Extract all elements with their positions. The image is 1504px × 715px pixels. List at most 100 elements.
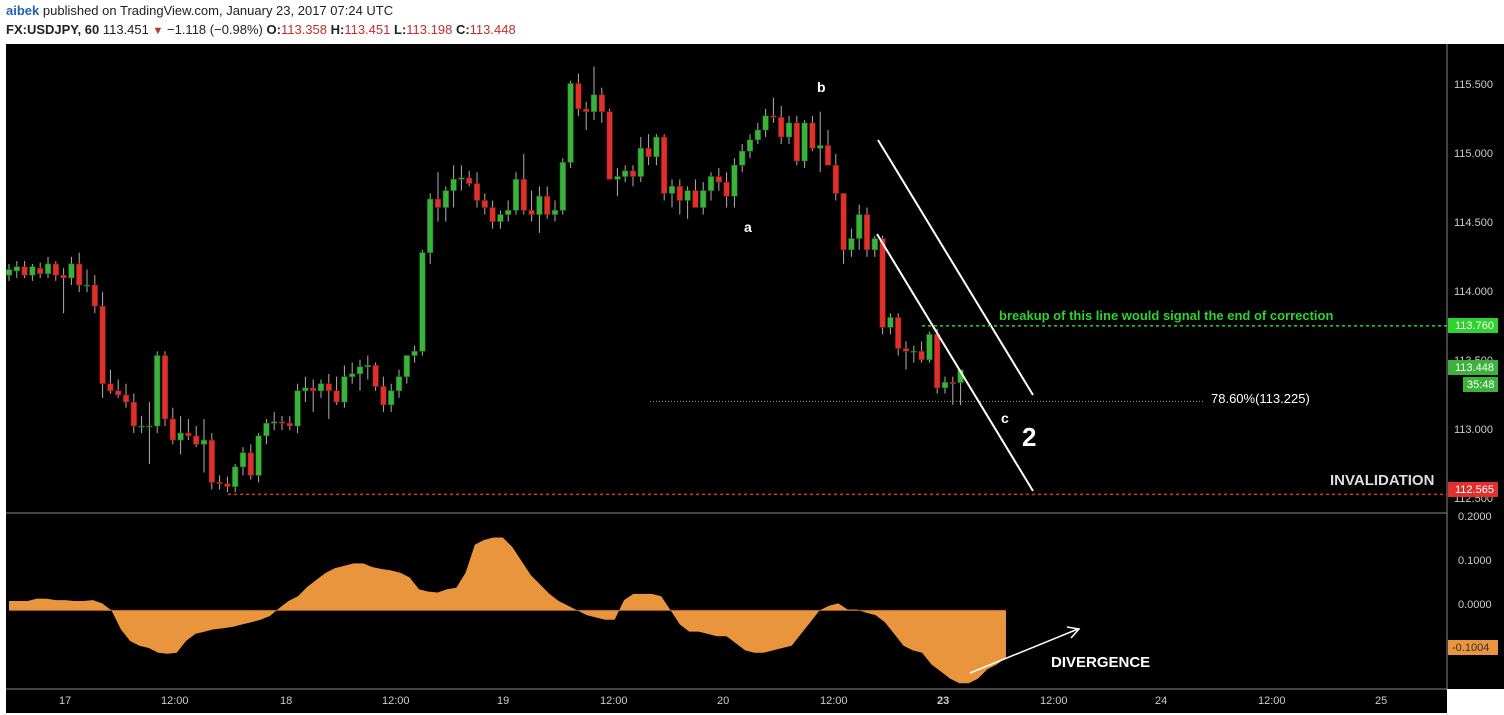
candle [879, 235, 886, 335]
candle-body [809, 122, 816, 149]
candle-body [481, 200, 488, 208]
time-tick: 12:00 [820, 695, 848, 707]
candle-body [13, 266, 20, 272]
candle [723, 172, 730, 208]
candle-body [138, 425, 145, 428]
channel-upper-line[interactable] [877, 139, 1034, 396]
candle [286, 416, 293, 431]
badge-osc-text: -0.1004 [1452, 642, 1489, 654]
candle-body [372, 365, 379, 387]
candle [442, 186, 449, 222]
candle [637, 137, 644, 183]
candle-body [185, 432, 192, 437]
time-tick: 12:00 [1258, 695, 1286, 707]
osc-tick: 0.0000 [1458, 599, 1492, 611]
candle-body [668, 186, 676, 194]
candle [263, 418, 270, 445]
candle [138, 416, 145, 434]
candle [505, 200, 512, 222]
candle-body [598, 94, 605, 112]
candle-body [497, 214, 504, 222]
candle [294, 383, 301, 434]
candle-body [692, 190, 699, 208]
candle-body [200, 439, 208, 445]
candle-body [746, 139, 754, 152]
candle-body [770, 115, 777, 118]
candle [934, 328, 941, 394]
candle [544, 186, 551, 219]
candle [778, 106, 785, 145]
candle [661, 134, 668, 201]
candle-body [887, 317, 894, 328]
candle-body [544, 195, 551, 215]
candle-body [310, 387, 317, 392]
candle-body [778, 117, 785, 138]
candle-body [684, 190, 691, 201]
high-label: H: [330, 22, 345, 37]
candle [793, 115, 800, 166]
candle-body [879, 238, 886, 328]
chart-canvas[interactable]: breakup of this line would signal the en… [0, 42, 1504, 715]
time-axis[interactable]: 17 12:00 18 12:00 19 12:00 20 12:00 23 1… [59, 695, 1387, 707]
candle-body [388, 390, 395, 406]
candle-body [91, 284, 98, 307]
candle-body [505, 210, 512, 215]
candle-body [271, 421, 278, 424]
ohlc-line: FX:USDJPY, 60 113.451 ▼ −1.118 (−0.98%) … [6, 22, 516, 37]
price-change: −1.118 (−0.98%) [167, 22, 263, 37]
badge-timer-text: 35:48 [1467, 379, 1495, 391]
candle [161, 351, 169, 427]
candle [629, 165, 637, 187]
candle [44, 256, 52, 278]
invalidation-label: INVALIDATION [1330, 472, 1434, 489]
candle [13, 261, 20, 278]
candle-body [5, 269, 13, 276]
candle [169, 407, 176, 445]
candle-body [341, 376, 348, 403]
author-name[interactable]: aibek [6, 3, 40, 18]
price-tick: 114.500 [1454, 217, 1493, 229]
candle-body [68, 263, 75, 279]
candle [154, 351, 161, 434]
channel-lower-line[interactable] [876, 233, 1034, 492]
close-label: C: [455, 22, 470, 37]
candle [949, 376, 956, 405]
last-price: 113.451 [102, 22, 149, 37]
candle [255, 433, 262, 483]
candle [645, 134, 652, 166]
candle-body [559, 162, 566, 211]
candle-body [567, 83, 574, 163]
candle [115, 379, 122, 398]
open-value: 113.358 [280, 22, 327, 37]
time-tick: 19 [497, 695, 509, 707]
candle [684, 186, 691, 219]
candle [801, 120, 808, 169]
candle-body [551, 210, 559, 215]
candle-body [466, 177, 473, 184]
candle-body [902, 348, 910, 352]
candle [466, 170, 473, 187]
candle [668, 179, 676, 208]
wave-c-label: c [1001, 410, 1009, 426]
oscillator-axis[interactable]: 0.2000 0.1000 0.0000 [1458, 511, 1492, 611]
candle [918, 341, 925, 363]
candle-body [278, 421, 286, 424]
candle-body [44, 263, 52, 275]
candle [341, 365, 348, 408]
candle [863, 207, 871, 257]
badge-osc-value: -0.1004 [1448, 640, 1498, 655]
candle-body [520, 179, 527, 211]
candle [590, 66, 598, 121]
candle-body [76, 263, 83, 286]
publish-line: aibek published on TradingView.com, Janu… [6, 3, 393, 18]
candle [653, 134, 660, 166]
low-value: 113.198 [406, 22, 453, 37]
candle-body [785, 122, 793, 138]
candle-body [754, 129, 761, 141]
candle [68, 256, 75, 286]
candle [271, 411, 278, 431]
candles [5, 66, 964, 493]
candle [29, 263, 36, 281]
candle-body [739, 150, 746, 166]
candle-body [239, 452, 247, 468]
